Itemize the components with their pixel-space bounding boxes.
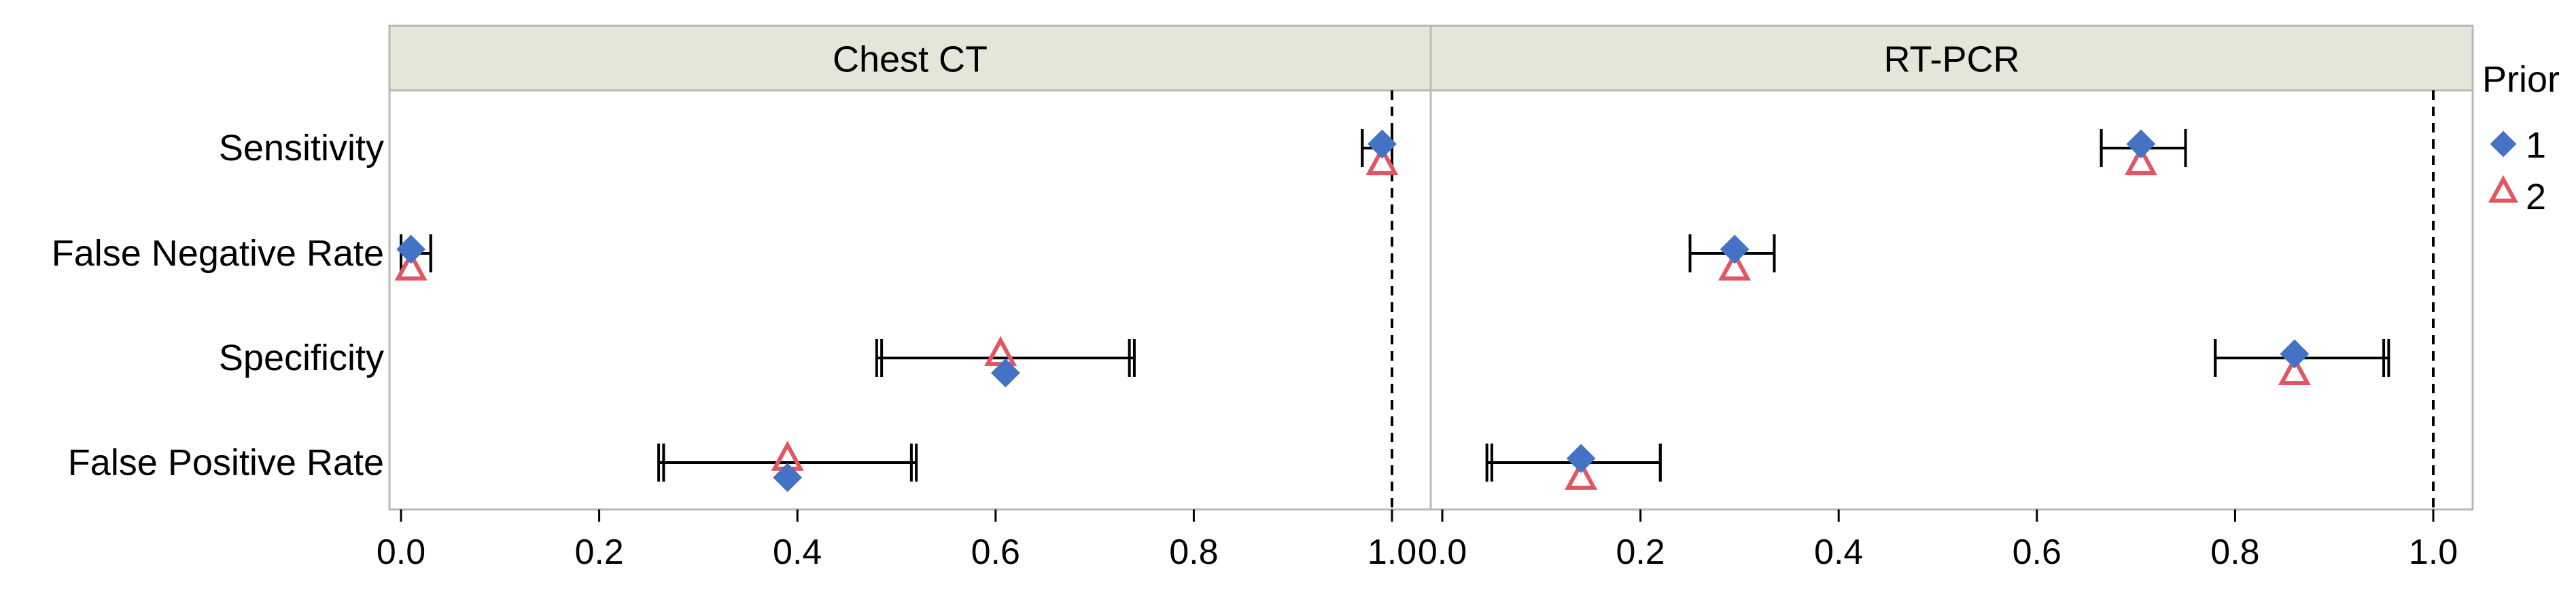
row-labels-layer: Sensitivity False Negative Rate Specificit… xyxy=(52,128,384,483)
panels-layer: Chest CT RT-PCR xyxy=(388,24,2474,511)
point-prior2-1-2 xyxy=(2278,355,2311,385)
point-prior2-0-1 xyxy=(394,250,428,281)
x-tick-label-0-2: 0.4 xyxy=(773,533,822,572)
x-tick-label-1-2: 0.4 xyxy=(1814,533,1863,572)
legend-label-2: 2 xyxy=(2526,177,2546,217)
facet-title-1: RT-PCR xyxy=(1883,39,2019,80)
point-prior2-1-0 xyxy=(2124,145,2157,175)
marks-layer xyxy=(394,90,2435,509)
point-prior1-0-0 xyxy=(1368,129,1397,159)
facet-plot-area-0 xyxy=(388,89,1432,511)
legend-marker-1 xyxy=(2490,130,2517,158)
point-prior1-0-2 xyxy=(990,358,1020,388)
x-tick-label-1-5: 1.0 xyxy=(2409,533,2458,572)
point-prior2-0-0 xyxy=(1365,145,1399,175)
point-prior2-1-1 xyxy=(1718,250,1752,281)
x-tick-label-0-1: 0.2 xyxy=(574,533,623,572)
row-label-0: Sensitivity xyxy=(219,128,384,168)
point-prior2-1-3 xyxy=(1565,459,1598,490)
x-axes-layer: 0.0 0.2 0.4 0.6 0.8 1.0 0.0 0.2 0.4 0.6 0.8 1.0 xyxy=(377,509,2458,572)
x-tick-label-0-5: 1.0 xyxy=(1368,533,1416,572)
point-prior1-0-1 xyxy=(396,234,425,264)
x-tick-label-0-3: 0.6 xyxy=(971,533,1020,572)
row-label-2: Specificity xyxy=(219,338,384,378)
facet-title-0: Chest CT xyxy=(833,39,988,80)
row-label-3: False Positive Rate xyxy=(68,442,384,483)
x-tick-label-1-4: 0.8 xyxy=(2210,533,2259,572)
facet-header-0 xyxy=(388,24,1432,92)
row-label-1: False Negative Rate xyxy=(52,233,384,274)
legend-label-1: 1 xyxy=(2526,125,2546,166)
legend-marker-2 xyxy=(2488,175,2519,203)
legend: Prior 1 2 xyxy=(2482,59,2560,217)
point-prior1-1-0 xyxy=(2126,129,2156,159)
point-prior1-1-2 xyxy=(2280,339,2310,369)
point-prior1-1-3 xyxy=(1566,444,1596,473)
x-tick-label-1-1: 0.2 xyxy=(1616,533,1665,572)
facet-plot-area-1 xyxy=(1429,89,2474,511)
point-prior1-0-3 xyxy=(773,463,803,492)
x-tick-label-0-4: 0.8 xyxy=(1169,533,1218,572)
x-tick-label-1-3: 0.6 xyxy=(2013,533,2061,572)
x-tick-label-0-0: 0.0 xyxy=(377,533,425,572)
point-prior1-1-1 xyxy=(1720,234,1750,264)
legend-title: Prior xyxy=(2482,59,2560,100)
x-tick-label-1-0: 0.0 xyxy=(1418,533,1467,572)
facet-header-1 xyxy=(1429,24,2474,92)
